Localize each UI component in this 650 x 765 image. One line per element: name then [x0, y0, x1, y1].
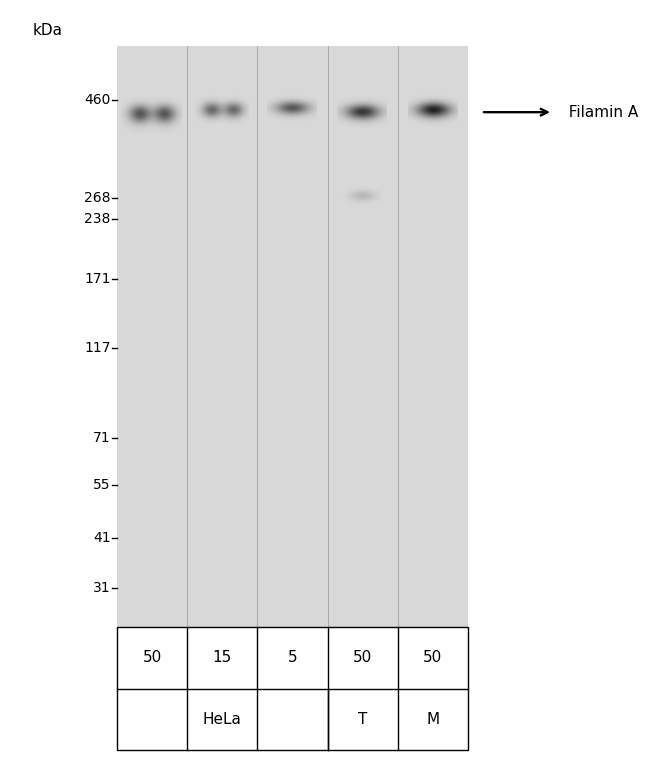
Text: 268: 268 — [84, 190, 111, 205]
Text: 238: 238 — [84, 212, 111, 226]
Text: 15: 15 — [213, 650, 232, 666]
Text: kDa: kDa — [32, 23, 62, 38]
Text: 31: 31 — [93, 581, 110, 595]
Text: 117: 117 — [84, 341, 111, 355]
Text: M: M — [426, 711, 439, 727]
Text: 55: 55 — [93, 477, 110, 492]
Text: 5: 5 — [288, 650, 297, 666]
Text: T: T — [358, 711, 367, 727]
Text: Filamin A: Filamin A — [559, 105, 638, 119]
Text: 50: 50 — [353, 650, 372, 666]
Text: 171: 171 — [84, 272, 111, 286]
Text: 41: 41 — [93, 531, 110, 545]
Text: 50: 50 — [423, 650, 443, 666]
Text: HeLa: HeLa — [203, 711, 242, 727]
Text: 460: 460 — [84, 93, 111, 107]
Text: 50: 50 — [142, 650, 162, 666]
Text: 71: 71 — [93, 431, 110, 445]
